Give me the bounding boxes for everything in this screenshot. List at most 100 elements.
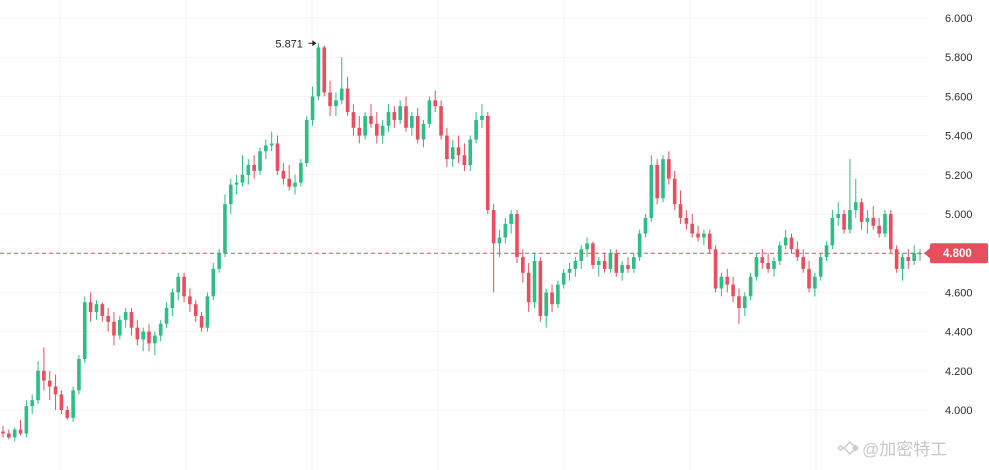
candle-up — [579, 245, 584, 269]
candle-up — [211, 263, 216, 301]
candle-body — [53, 386, 58, 395]
candle-up — [772, 257, 776, 277]
candle-body — [707, 233, 712, 250]
candle-down — [18, 419, 23, 436]
candle-body — [655, 165, 659, 199]
candle-body — [859, 202, 864, 222]
candle-body — [497, 237, 502, 244]
candle-up — [205, 292, 210, 332]
candle-body — [807, 268, 811, 289]
candle-up — [883, 210, 887, 238]
candle-body — [334, 100, 338, 107]
candle-up — [509, 210, 513, 234]
candle-body — [877, 225, 881, 234]
candle-down — [65, 406, 70, 420]
candle-body — [118, 319, 122, 336]
candle-down — [456, 135, 461, 164]
candle-body — [485, 116, 490, 211]
candle-body — [491, 210, 496, 244]
candle-body — [888, 214, 893, 250]
candle-body — [684, 217, 689, 224]
candle-body — [462, 155, 467, 165]
y-tick-label: 5.800 — [945, 52, 973, 64]
candle-body — [310, 96, 315, 120]
candle-up — [30, 394, 35, 414]
y-tick-label: 4.200 — [945, 366, 973, 378]
candle-body — [304, 119, 309, 164]
candle-body — [661, 159, 665, 199]
watermark-text: @加密特工 — [862, 440, 947, 459]
candle-body — [678, 204, 683, 218]
candle-down — [147, 323, 151, 352]
candle-up — [532, 253, 537, 309]
candle-body — [702, 233, 706, 238]
candle-up — [596, 257, 601, 277]
candle-body — [596, 261, 601, 265]
candle-up — [474, 112, 478, 144]
candle-body — [772, 261, 776, 269]
candle-down — [696, 225, 700, 242]
candle-up — [339, 57, 344, 105]
candle-body — [176, 276, 181, 293]
current-price-label: 4.800 — [943, 248, 972, 260]
candle-down — [351, 104, 356, 136]
candle-up — [900, 253, 905, 281]
candle-body — [59, 394, 64, 410]
candle-down — [322, 45, 327, 97]
candle-body — [141, 331, 145, 340]
candle-body — [503, 223, 508, 238]
candle-up — [573, 257, 578, 277]
candle-body — [766, 263, 770, 269]
candle-down — [906, 249, 911, 269]
candle-up — [567, 263, 572, 281]
candles — [1, 43, 922, 442]
candle-up — [386, 104, 391, 132]
y-tick-label: 6.000 — [945, 13, 973, 25]
candle-down — [59, 390, 64, 414]
candle-body — [234, 182, 239, 185]
candle-body — [281, 170, 286, 179]
candle-down — [369, 104, 373, 128]
candle-up — [421, 119, 426, 148]
candle-up — [450, 139, 455, 167]
candle-down — [789, 233, 794, 254]
candle-up — [649, 155, 654, 222]
candle-up — [234, 174, 239, 195]
candle-body — [468, 139, 473, 165]
candle-up — [824, 241, 829, 262]
arrowhead-icon — [312, 40, 317, 47]
candle-body — [88, 302, 93, 312]
candle-up — [164, 302, 169, 328]
candle-down — [135, 319, 140, 346]
candle-body — [480, 116, 484, 120]
candle-body — [1, 431, 5, 434]
candle-down — [672, 170, 677, 211]
candle-down — [404, 96, 408, 132]
candle-body — [82, 302, 87, 360]
candle-body — [30, 400, 35, 407]
candle-body — [77, 359, 81, 391]
candle-up — [865, 210, 870, 234]
candle-body — [631, 257, 636, 269]
candle-up — [631, 253, 636, 273]
y-tick-label: 4.600 — [945, 287, 973, 299]
candle-down — [1, 425, 5, 438]
candle-body — [515, 214, 519, 258]
candle-down — [766, 253, 770, 273]
candle-down — [538, 257, 543, 322]
candle-up — [123, 308, 128, 328]
candle-body — [47, 380, 52, 387]
candle-down — [445, 127, 449, 167]
candle-body — [293, 182, 297, 187]
candle-body — [556, 284, 560, 305]
candle-down — [655, 159, 659, 205]
candle-down — [684, 210, 689, 230]
candle-body — [339, 88, 344, 101]
candle-body — [71, 390, 75, 418]
candle-body — [731, 284, 735, 297]
watermark: @加密特工 — [837, 440, 947, 459]
candle-body — [573, 261, 578, 269]
max-annotation: 5.871 — [275, 38, 317, 50]
candle-body — [626, 264, 630, 269]
